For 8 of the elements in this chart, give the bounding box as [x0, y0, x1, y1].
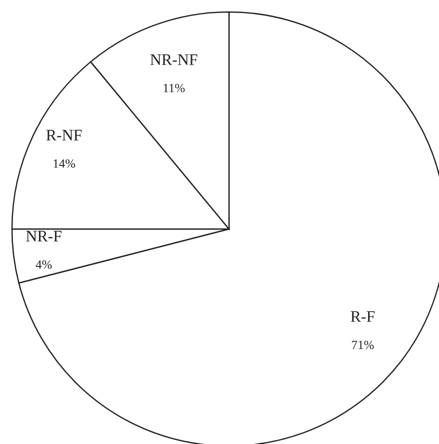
data-label: 14%	[54, 159, 76, 168]
slice-label: R-F	[350, 311, 375, 322]
data-label: 4%	[36, 260, 52, 269]
slice-label: NR-NF	[150, 54, 198, 65]
slice-label: R-NF	[46, 130, 82, 140]
data-label: 71%	[352, 340, 374, 350]
data-label: 11%	[164, 84, 185, 92]
slice-label: NR-F	[26, 230, 62, 242]
